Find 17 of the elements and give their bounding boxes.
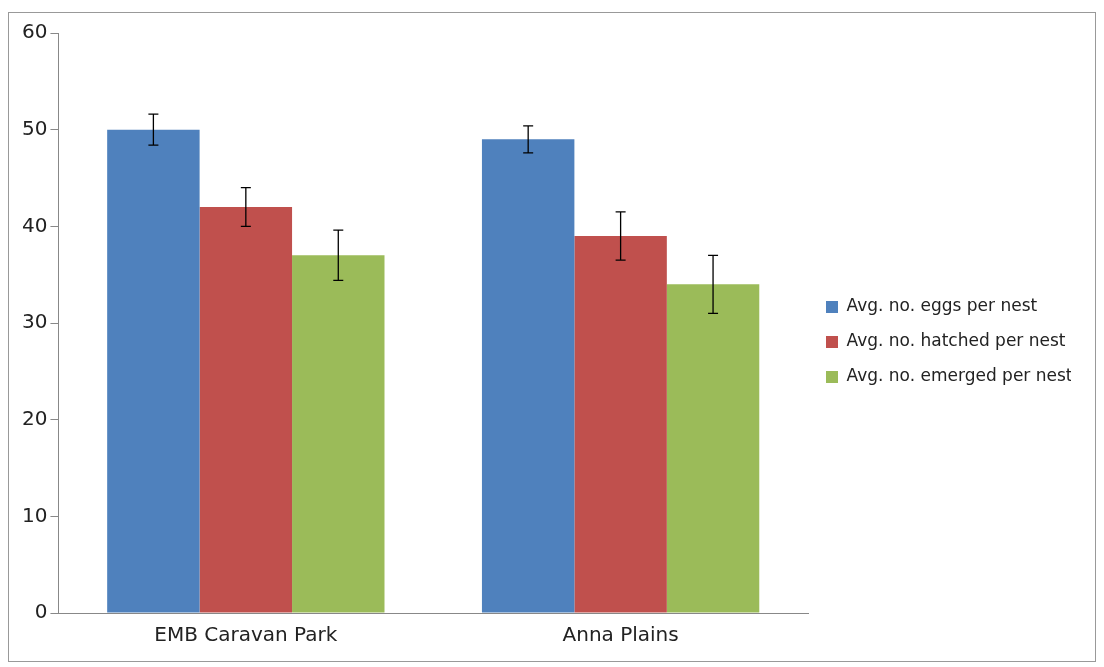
- y-tick-label: 0: [34, 599, 48, 624]
- legend-label: Avg. no. hatched per nest: [846, 330, 1066, 351]
- y-tick-label: 40: [22, 212, 48, 237]
- bar: [481, 139, 575, 613]
- y-tick-label: 50: [22, 115, 48, 140]
- y-tick-label: 20: [22, 405, 48, 430]
- bar: [574, 236, 667, 613]
- y-tick-label: 30: [22, 309, 48, 334]
- bar: [107, 129, 200, 613]
- bar: [666, 284, 760, 613]
- bar: [292, 255, 385, 613]
- x-tick-label: Anna Plains: [562, 622, 679, 647]
- legend-label: Avg. no. eggs per nest: [846, 295, 1038, 316]
- bar: [199, 207, 293, 613]
- x-tick-label: EMB Caravan Park: [154, 622, 338, 647]
- y-tick-label: 60: [22, 19, 48, 44]
- y-tick-label: 10: [22, 502, 48, 527]
